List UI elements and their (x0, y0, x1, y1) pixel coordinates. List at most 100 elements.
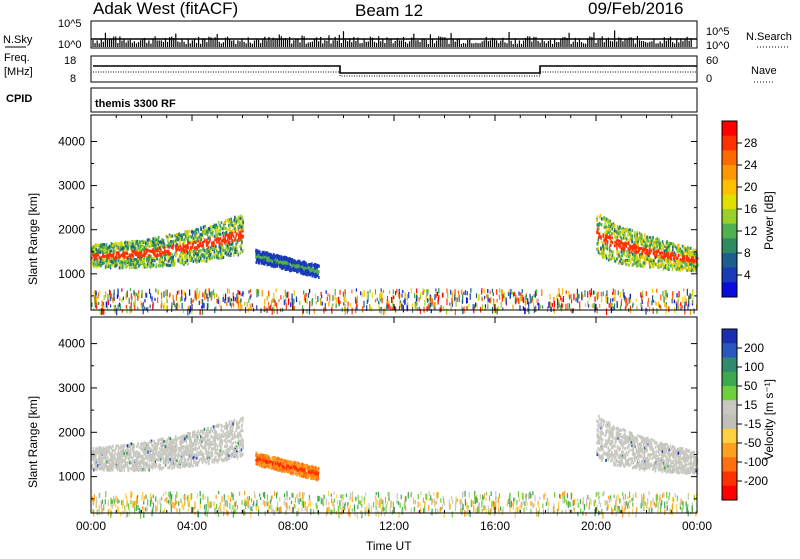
scatter-echo (449, 302, 450, 305)
scatter-echo (94, 290, 95, 297)
echo-cell (214, 251, 216, 254)
echo-cell (627, 251, 629, 254)
echo-cell (129, 266, 131, 269)
echo-cell (279, 264, 281, 267)
echo-cell (680, 269, 682, 272)
scatter-echo (348, 302, 349, 307)
scatter-echo (527, 298, 528, 304)
echo-cell (282, 261, 284, 264)
scatter-echo (345, 304, 346, 308)
scatter-echo (219, 300, 220, 307)
echo-cell (118, 242, 120, 245)
scatter-echo (601, 292, 602, 296)
echo-cell (202, 234, 204, 237)
scatter-echo (693, 308, 694, 313)
echo-cell (611, 236, 613, 239)
echo-cell (154, 250, 156, 253)
scatter-echo (470, 288, 471, 293)
echo-cell (221, 252, 223, 255)
echo-cell (643, 244, 645, 247)
echo-cell (637, 237, 639, 240)
echo-cell (286, 266, 288, 269)
scatter-echo (276, 288, 277, 292)
echo-cell (167, 238, 169, 241)
echo-cell (121, 243, 123, 246)
echo-cell (223, 227, 225, 230)
scatter-echo (593, 303, 594, 308)
echo-cell (117, 242, 119, 245)
echo-cell (641, 243, 643, 246)
echo-cell (639, 261, 641, 264)
scatter-echo (660, 306, 661, 310)
scatter-echo (636, 298, 637, 301)
scatter-echo (606, 308, 607, 315)
echo-cell (145, 242, 147, 245)
scatter-echo (597, 292, 598, 299)
echo-cell (597, 243, 599, 246)
echo-cell (241, 226, 243, 229)
echo-cell (233, 235, 235, 238)
y-tick-label: 4000 (58, 134, 85, 148)
echo-cell (166, 259, 168, 262)
echo-cell (225, 227, 227, 230)
echo-cell (659, 257, 661, 260)
echo-cell (598, 238, 600, 241)
echo-cell (179, 253, 181, 256)
echo-cell (290, 259, 292, 262)
echo-cell (93, 262, 95, 265)
echo-cell (217, 226, 219, 229)
scatter-echo (308, 293, 309, 298)
scatter-echo (442, 293, 443, 298)
echo-cell (168, 264, 170, 267)
scatter-echo (229, 289, 230, 294)
echo-cell (267, 258, 269, 261)
echo-cell (231, 242, 233, 245)
echo-cell (295, 265, 297, 268)
scatter-echo (510, 292, 511, 299)
scatter-echo (589, 502, 590, 506)
echo-cell (193, 249, 195, 252)
echo-cell (607, 226, 609, 229)
echo-cell (687, 263, 689, 266)
echo-cell (273, 254, 275, 257)
echo-cell (315, 273, 317, 276)
echo-cell (216, 241, 218, 244)
echo-cell (238, 217, 240, 220)
echo-cell (156, 263, 158, 266)
echo-cell (95, 263, 97, 266)
echo-cell (677, 267, 679, 270)
scatter-echo (308, 504, 309, 507)
scatter-echo (517, 297, 518, 300)
nsearch-tick-low: 10^0 (706, 40, 730, 52)
scatter-echo (590, 499, 591, 504)
scatter-echo (334, 499, 335, 503)
scatter-echo (154, 298, 155, 301)
scatter-echo (645, 308, 646, 315)
scatter-echo (262, 290, 263, 297)
echo-cell (220, 256, 222, 259)
scatter-echo (120, 303, 121, 310)
scatter-echo (677, 495, 678, 501)
scatter-echo (695, 511, 696, 516)
scatter-echo (391, 298, 392, 303)
echo-cell (147, 266, 149, 269)
echo-cell (665, 253, 667, 256)
echo-cell (614, 244, 616, 247)
echo-cell (289, 268, 291, 271)
echo-cell (230, 222, 232, 225)
echo-cell (137, 242, 139, 245)
echo-cell (109, 251, 111, 254)
echo-cell (646, 239, 648, 242)
scatter-echo (672, 294, 673, 299)
scatter-echo (161, 303, 162, 307)
echo-cell (113, 248, 115, 251)
scatter-echo (426, 289, 427, 296)
echo-cell (115, 242, 117, 245)
scatter-echo (451, 306, 452, 311)
echo-cell (212, 247, 214, 250)
echo-cell (627, 232, 629, 235)
scatter-echo (554, 492, 555, 497)
echo-cell (228, 247, 230, 250)
echo-cell (109, 265, 111, 268)
scatter-echo (578, 503, 579, 508)
